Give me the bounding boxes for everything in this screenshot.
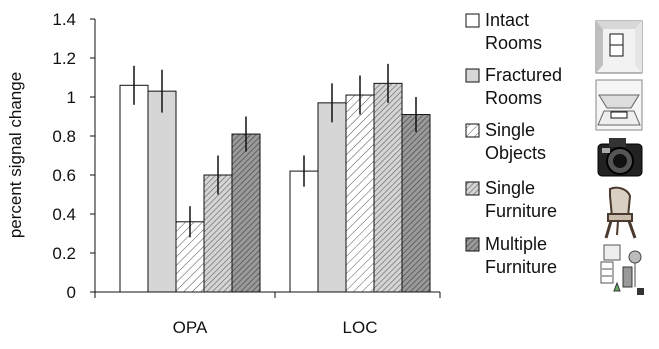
shelf bbox=[600, 261, 614, 284]
camera-flash bbox=[602, 148, 610, 153]
legend-label-line: Rooms bbox=[485, 33, 542, 53]
bar-loc-3 bbox=[373, 82, 403, 293]
empty-room-thumbnail bbox=[595, 20, 643, 74]
legend-swatch bbox=[465, 181, 480, 196]
room-right-wall bbox=[635, 21, 642, 73]
fractured-window bbox=[610, 111, 628, 119]
camera-top bbox=[609, 138, 626, 147]
room-left-wall bbox=[596, 21, 603, 73]
lamp bbox=[628, 250, 642, 264]
legend-label-line: Furniture bbox=[485, 257, 557, 277]
legend: Intact Rooms Fractured Rooms Single Objects Si… bbox=[465, 10, 644, 295]
bar-opa-4 bbox=[231, 133, 261, 293]
bar-opa-1 bbox=[147, 90, 177, 293]
fractured-panel-top bbox=[598, 94, 640, 109]
chair-seat bbox=[607, 213, 633, 222]
stool bbox=[637, 288, 644, 295]
legend-label-line: Single bbox=[485, 178, 535, 198]
legend-label-line: Furniture bbox=[485, 201, 557, 221]
y-tick-label: 0.2 bbox=[52, 244, 76, 263]
y-axis-label: percent signal change bbox=[6, 72, 25, 238]
camera-lens-center bbox=[613, 154, 627, 168]
legend-swatch bbox=[465, 68, 480, 83]
legend-swatch bbox=[465, 13, 480, 28]
legend-label-line: Intact bbox=[485, 10, 529, 30]
legend-swatch bbox=[465, 237, 480, 252]
chair-thumbnail bbox=[604, 186, 637, 239]
plant bbox=[613, 281, 621, 292]
cabinet bbox=[603, 244, 621, 261]
camera-thumbnail bbox=[597, 138, 643, 177]
fractured-room-thumbnail bbox=[595, 79, 643, 131]
y-tick-label: 0.8 bbox=[52, 127, 76, 146]
chair-leg bbox=[604, 220, 613, 239]
chair-leg bbox=[616, 220, 619, 236]
small-cabinet bbox=[622, 266, 633, 288]
x-category-label: LOC bbox=[343, 318, 378, 337]
bar-loc-4 bbox=[401, 114, 431, 293]
chair-leg bbox=[627, 220, 637, 239]
y-tick-label: 1 bbox=[67, 88, 76, 107]
bar-loc-0 bbox=[289, 170, 319, 293]
y-tick-label: 0 bbox=[67, 283, 76, 302]
room-ceiling bbox=[596, 21, 642, 29]
furniture-collection-thumbnail bbox=[600, 244, 644, 295]
legend-label-line: Rooms bbox=[485, 88, 542, 108]
legend-label-line: Fractured bbox=[485, 65, 562, 85]
y-tick-label: 1.4 bbox=[52, 10, 76, 29]
bar-loc-2 bbox=[345, 94, 375, 293]
bar-loc-1 bbox=[317, 102, 347, 293]
chair-back bbox=[609, 186, 632, 218]
legend-label-line: Objects bbox=[485, 143, 546, 163]
y-tick-label: 1.2 bbox=[52, 49, 76, 68]
plot-area: percent signal change 0 0.2 0.4 0.6 0.8 1 1.2 1.… bbox=[6, 10, 441, 337]
y-tick-label: 0.4 bbox=[52, 205, 76, 224]
x-category-label: OPA bbox=[173, 318, 208, 337]
bar-opa-0 bbox=[119, 84, 149, 293]
y-tick-label: 0.6 bbox=[52, 166, 76, 185]
legend-label-line: Single bbox=[485, 120, 535, 140]
legend-label-line: Multiple bbox=[485, 234, 547, 254]
legend-swatch bbox=[465, 123, 480, 138]
